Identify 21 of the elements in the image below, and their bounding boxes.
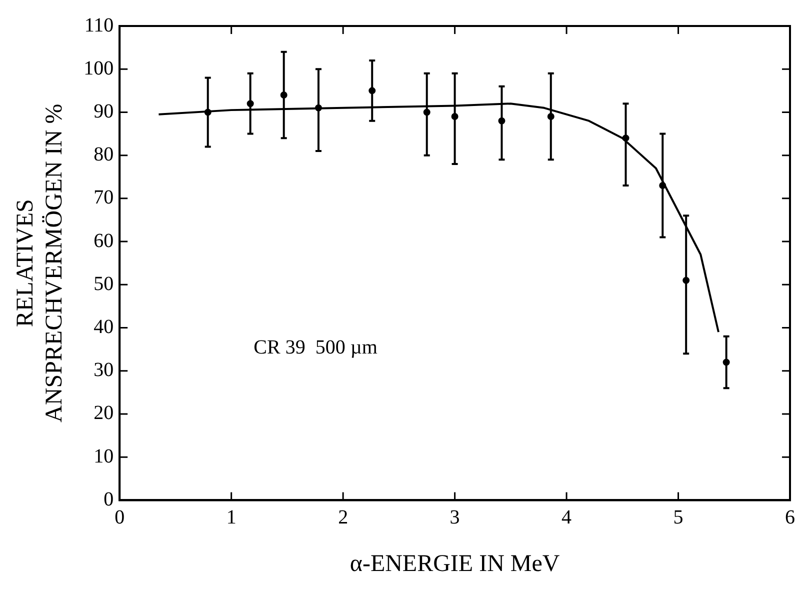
y-tick-label: 0 (104, 488, 114, 510)
x-tick-label: 1 (226, 506, 236, 528)
y-axis-title: RELATIVES ANSPRECHVERMÖGEN IN % (12, 104, 68, 422)
y-tick-label: 100 (84, 57, 114, 80)
x-tick-label: 3 (450, 506, 460, 528)
x-tick-label: 2 (338, 506, 348, 528)
x-tick-label: 6 (785, 506, 795, 528)
y-tick-label: 30 (94, 359, 114, 382)
y-tick-label: 40 (94, 316, 114, 338)
y-tick-label: 90 (94, 100, 114, 122)
y-tick-label: 10 (94, 445, 114, 468)
y-tick-label: 50 (94, 272, 114, 295)
x-tick-label: 4 (562, 506, 572, 528)
annotation: CR 39 500 µm (254, 336, 378, 359)
y-tick-label: 20 (94, 402, 114, 424)
y-tick-label: 60 (94, 230, 114, 252)
x-tick-label: 5 (673, 506, 684, 528)
y-tick-label: 110 (84, 14, 114, 36)
x-axis-title: α-ENERGIE IN MeV (350, 550, 560, 577)
y-tick-label: 70 (94, 186, 114, 209)
y-tick-label: 80 (94, 144, 114, 166)
